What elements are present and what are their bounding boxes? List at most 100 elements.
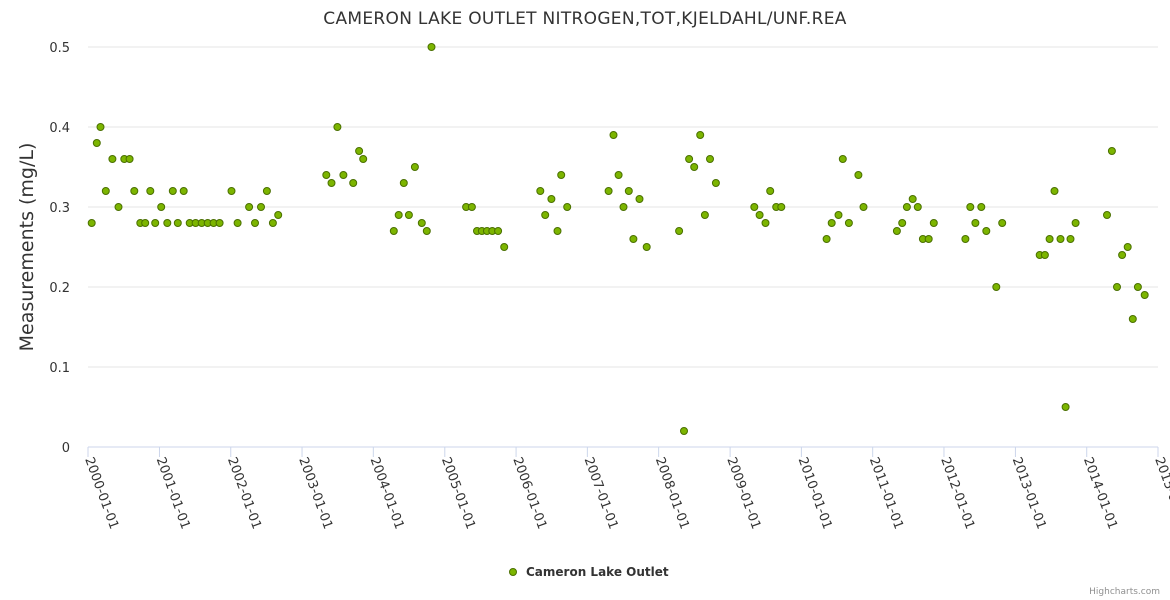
- data-point[interactable]: [404, 211, 413, 219]
- data-point[interactable]: [844, 219, 853, 227]
- data-point[interactable]: [557, 171, 566, 179]
- data-point[interactable]: [146, 187, 155, 195]
- data-point[interactable]: [245, 203, 254, 211]
- data-point[interactable]: [96, 123, 105, 131]
- data-point[interactable]: [898, 219, 907, 227]
- data-point[interactable]: [215, 219, 224, 227]
- data-point[interactable]: [173, 219, 182, 227]
- legend-marker-icon[interactable]: [509, 568, 517, 576]
- data-point[interactable]: [822, 235, 831, 243]
- data-point[interactable]: [1045, 235, 1054, 243]
- data-point[interactable]: [536, 187, 545, 195]
- data-point[interactable]: [399, 179, 408, 187]
- data-point[interactable]: [635, 195, 644, 203]
- data-point[interactable]: [998, 219, 1007, 227]
- data-point[interactable]: [700, 211, 709, 219]
- data-point[interactable]: [1128, 315, 1137, 323]
- data-point[interactable]: [327, 179, 336, 187]
- data-point[interactable]: [322, 171, 331, 179]
- data-point[interactable]: [1123, 243, 1132, 251]
- data-point[interactable]: [696, 131, 705, 139]
- data-point[interactable]: [966, 203, 975, 211]
- data-point[interactable]: [500, 243, 509, 251]
- data-point[interactable]: [151, 219, 160, 227]
- data-point[interactable]: [394, 211, 403, 219]
- data-point[interactable]: [604, 187, 613, 195]
- data-point[interactable]: [1118, 251, 1127, 259]
- data-point[interactable]: [854, 171, 863, 179]
- data-point[interactable]: [233, 219, 242, 227]
- data-point[interactable]: [859, 203, 868, 211]
- data-point[interactable]: [1107, 147, 1116, 155]
- data-point[interactable]: [619, 203, 628, 211]
- data-point[interactable]: [114, 203, 123, 211]
- data-point[interactable]: [982, 227, 991, 235]
- data-point[interactable]: [766, 187, 775, 195]
- data-point[interactable]: [417, 219, 426, 227]
- data-point[interactable]: [141, 219, 150, 227]
- data-point[interactable]: [675, 227, 684, 235]
- data-point[interactable]: [971, 219, 980, 227]
- data-point[interactable]: [355, 147, 364, 155]
- data-point[interactable]: [563, 203, 572, 211]
- data-point[interactable]: [179, 187, 188, 195]
- data-point[interactable]: [422, 227, 431, 235]
- data-point[interactable]: [614, 171, 623, 179]
- data-point[interactable]: [1040, 251, 1049, 259]
- data-point[interactable]: [163, 219, 172, 227]
- data-point[interactable]: [349, 179, 358, 187]
- data-point[interactable]: [467, 203, 476, 211]
- data-point[interactable]: [1061, 403, 1070, 411]
- data-point[interactable]: [268, 219, 277, 227]
- data-point[interactable]: [251, 219, 259, 227]
- data-point[interactable]: [834, 211, 843, 219]
- data-point[interactable]: [1056, 235, 1065, 243]
- data-point[interactable]: [1133, 283, 1142, 291]
- data-point[interactable]: [977, 203, 986, 211]
- data-point[interactable]: [157, 203, 166, 211]
- data-point[interactable]: [87, 219, 96, 227]
- data-point[interactable]: [1071, 219, 1080, 227]
- data-point[interactable]: [908, 195, 917, 203]
- data-point[interactable]: [629, 235, 638, 243]
- data-point[interactable]: [690, 163, 699, 171]
- data-point[interactable]: [761, 219, 770, 227]
- data-point[interactable]: [992, 283, 1001, 291]
- legend-item-cameron-lake-outlet[interactable]: Cameron Lake Outlet: [526, 565, 669, 579]
- data-point[interactable]: [624, 187, 633, 195]
- data-point[interactable]: [1113, 283, 1121, 291]
- data-point[interactable]: [929, 219, 938, 227]
- data-point[interactable]: [961, 235, 970, 243]
- data-point[interactable]: [750, 203, 759, 211]
- data-point[interactable]: [838, 155, 847, 163]
- data-point[interactable]: [913, 203, 922, 211]
- data-point[interactable]: [827, 219, 836, 227]
- data-point[interactable]: [1140, 291, 1149, 299]
- data-point[interactable]: [108, 155, 117, 163]
- data-point[interactable]: [359, 155, 368, 163]
- data-point[interactable]: [427, 43, 436, 51]
- data-point[interactable]: [642, 243, 651, 251]
- data-point[interactable]: [410, 163, 419, 171]
- data-point[interactable]: [706, 155, 714, 163]
- data-point[interactable]: [924, 235, 933, 243]
- data-point[interactable]: [1066, 235, 1075, 243]
- data-point[interactable]: [101, 187, 110, 195]
- data-point[interactable]: [777, 203, 786, 211]
- data-point[interactable]: [902, 203, 911, 211]
- data-point[interactable]: [494, 227, 503, 235]
- data-point[interactable]: [1103, 211, 1111, 219]
- credits-link[interactable]: Highcharts.com: [1089, 587, 1160, 597]
- data-point[interactable]: [333, 123, 342, 131]
- data-point[interactable]: [262, 187, 271, 195]
- data-point[interactable]: [711, 179, 720, 187]
- data-point[interactable]: [541, 211, 550, 219]
- data-point[interactable]: [92, 139, 101, 147]
- data-point[interactable]: [125, 155, 134, 163]
- data-point[interactable]: [685, 155, 694, 163]
- data-point[interactable]: [892, 227, 901, 235]
- data-point[interactable]: [1050, 187, 1059, 195]
- data-point[interactable]: [609, 131, 618, 139]
- data-point[interactable]: [389, 227, 398, 235]
- data-point[interactable]: [130, 187, 139, 195]
